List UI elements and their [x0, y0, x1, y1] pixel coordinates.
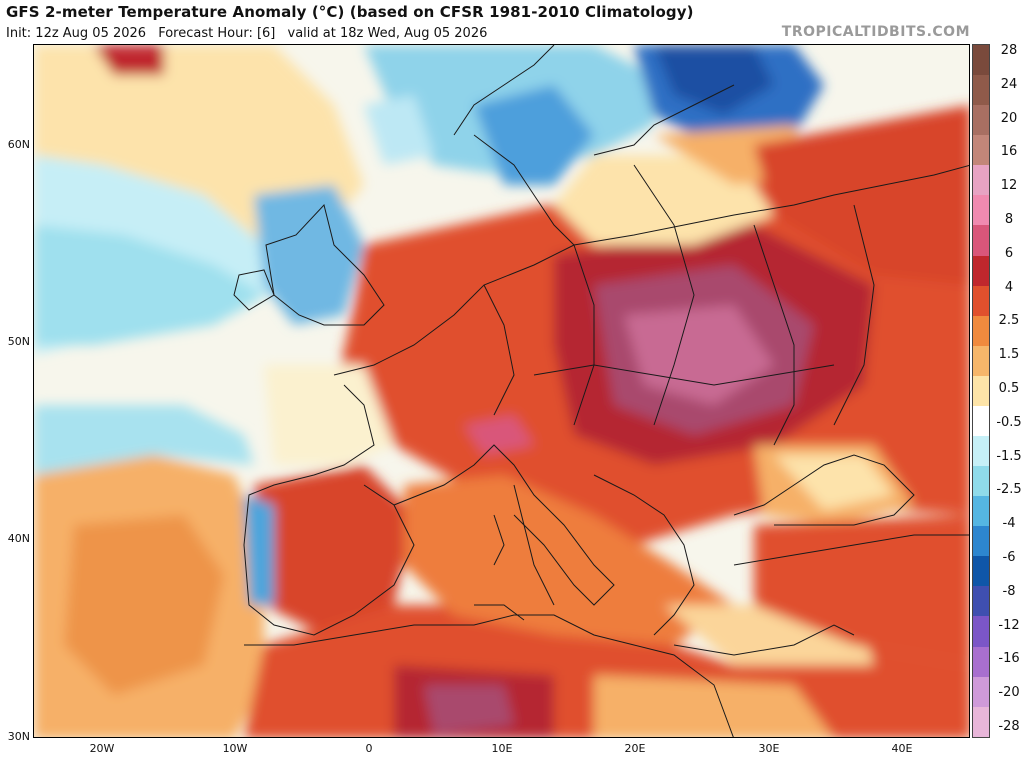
colorbar-segment: [973, 255, 989, 286]
lat-label-30n: 30N: [7, 730, 30, 743]
colorbar-label: -8: [1002, 583, 1016, 599]
colorbar-label: 24: [1000, 76, 1018, 92]
colorbar-label: 6: [1004, 245, 1014, 261]
lon-label-10w: 10W: [222, 742, 248, 755]
colorbar-segment: [973, 466, 989, 497]
colorbar-label: -4: [1002, 516, 1016, 532]
map-subtitle: Init: 12z Aug 05 2026 Forecast Hour: [6]…: [6, 26, 495, 41]
colorbar-segment: [973, 345, 989, 376]
colorbar-label: 16: [1000, 144, 1018, 160]
colorbar: [972, 44, 990, 738]
colorbar-label: 2.5: [998, 313, 1020, 329]
colorbar-label: 12: [1000, 178, 1018, 194]
colorbar-segment: [973, 315, 989, 346]
colorbar-segment: [973, 195, 989, 226]
colorbar-label: 1.5: [998, 347, 1020, 363]
colorbar-segment: [973, 285, 989, 316]
init-time: Init: 12z Aug 05 2026: [6, 26, 147, 41]
colorbar-segment: [973, 556, 989, 587]
colorbar-label: 20: [1000, 110, 1018, 126]
lon-label-20w: 20W: [89, 742, 115, 755]
forecast-hour: Forecast Hour: [6]: [158, 26, 276, 41]
colorbar-segment: [973, 405, 989, 437]
anomaly-map: [33, 44, 970, 738]
lat-label-50n: 50N: [7, 335, 30, 348]
colorbar-segment: [973, 45, 989, 76]
lat-label-60n: 60N: [7, 138, 30, 151]
colorbar-segment: [973, 225, 989, 256]
lon-label-20e: 20E: [624, 742, 646, 755]
colorbar-label: -0.5: [996, 414, 1022, 430]
colorbar-segment: [973, 75, 989, 106]
colorbar-segment: [973, 706, 989, 737]
colorbar-label: -6: [1002, 550, 1016, 565]
colorbar-segment: [973, 526, 989, 557]
brand-watermark: TROPICALTIDBITS.COM: [781, 24, 970, 40]
colorbar-label: -20: [998, 685, 1020, 701]
colorbar-segment: [973, 616, 989, 647]
colorbar-segment: [973, 646, 989, 677]
colorbar-label: 8: [1004, 212, 1014, 227]
anomaly-field: [34, 45, 969, 737]
lat-label-40n: 40N: [7, 532, 30, 545]
colorbar-label: -2.5: [996, 482, 1022, 498]
colorbar-segment: [973, 105, 989, 136]
colorbar-label: -1.5: [996, 448, 1022, 464]
valid-time: valid at 18z Wed, Aug 05 2026: [287, 26, 488, 41]
colorbar-label: 0.5: [998, 381, 1020, 396]
colorbar-label: -16: [998, 651, 1020, 667]
colorbar-segment: [973, 496, 989, 527]
colorbar-label: 28: [1000, 43, 1018, 58]
anomaly-shading: [34, 45, 969, 737]
lon-label-0: 0: [365, 742, 373, 755]
colorbar-segment: [973, 436, 989, 467]
colorbar-segment: [973, 586, 989, 617]
lon-label-10e: 10E: [491, 742, 513, 755]
colorbar-segment: [973, 375, 989, 406]
colorbar-label: -28: [998, 719, 1020, 734]
colorbar-segment: [973, 165, 989, 196]
map-title: GFS 2-meter Temperature Anomaly (°C) (ba…: [6, 3, 694, 21]
colorbar-label: -12: [998, 617, 1020, 633]
colorbar-segment: [973, 135, 989, 166]
lon-label-40e: 40E: [891, 742, 913, 755]
colorbar-label: 4: [1004, 279, 1014, 295]
country-borders: [233, 45, 969, 737]
colorbar-segment: [973, 676, 989, 707]
lon-label-30e: 30E: [758, 742, 780, 755]
